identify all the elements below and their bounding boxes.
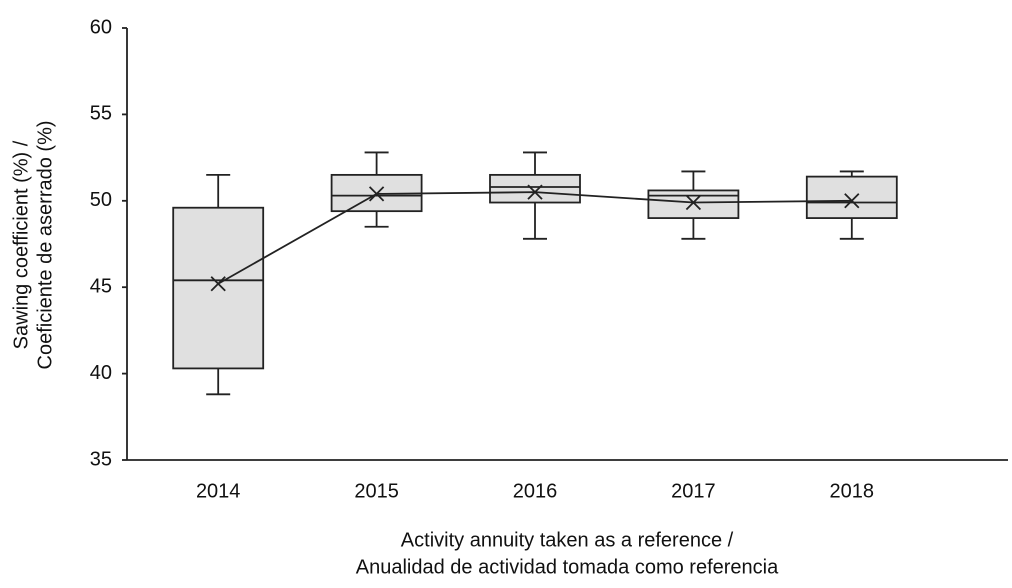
- y-tick-label: 55: [90, 103, 112, 125]
- x-axis-title: Anualidad de actividad tomada como refer…: [356, 556, 779, 578]
- box: [805, 175, 898, 219]
- mean-marker: [368, 186, 385, 202]
- mean-marker: [210, 276, 226, 292]
- y-tick-label: 60: [90, 16, 112, 38]
- y-axis-title: Sawing coefficient (%) / Coeficiente de …: [10, 120, 56, 369]
- box: [647, 189, 740, 219]
- mean-marker: [527, 184, 543, 200]
- box: [172, 206, 265, 370]
- y-axis-title-line: Sawing coefficient (%) /: [10, 140, 32, 349]
- x-tick-label: 2015: [354, 480, 399, 502]
- y-tick-label: 35: [90, 448, 112, 470]
- x-tick-label: 2017: [671, 480, 716, 502]
- mean-marker: [844, 193, 860, 209]
- y-tick-label: 45: [90, 275, 112, 297]
- x-tick-label: 2014: [196, 480, 241, 502]
- box: [489, 173, 581, 204]
- y-tick-label: 50: [90, 189, 112, 211]
- y-tick-label: 40: [90, 362, 112, 384]
- y-axis-title-line: Coeficiente de aserrado (%): [34, 120, 56, 369]
- x-tick-label: 2018: [830, 480, 875, 502]
- x-tick-label: 2016: [513, 480, 558, 502]
- x-axis-title: Activity annuity taken as a reference /: [401, 529, 734, 551]
- mean-marker: [685, 194, 702, 211]
